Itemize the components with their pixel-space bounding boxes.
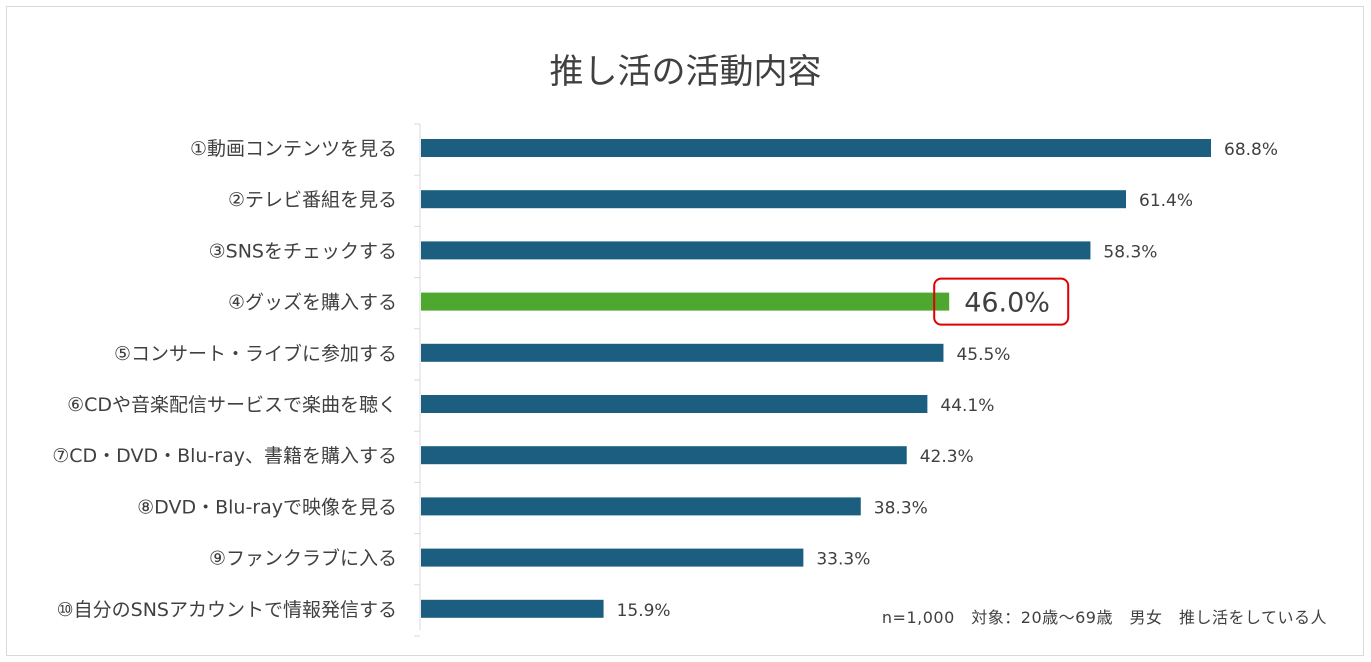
value-label: 45.5%	[956, 345, 1010, 365]
category-label: ⑧DVD・Blu-rayで映像を見る	[137, 496, 397, 518]
category-label: ⑥CDや音楽配信サービスで楽曲を聴く	[67, 394, 397, 416]
bar-highlighted	[421, 292, 950, 311]
bar	[421, 241, 1091, 260]
value-label: 42.3%	[920, 447, 974, 467]
category-label: ⑤コンサート・ライブに参加する	[114, 342, 397, 365]
bar	[421, 190, 1127, 209]
bar	[421, 497, 861, 516]
category-label: ②テレビ番組を見る	[228, 189, 397, 211]
value-label: 33.3%	[816, 550, 870, 570]
value-label: 44.1%	[940, 396, 994, 416]
category-label: ⑨ファンクラブに入る	[209, 547, 397, 570]
bar	[421, 343, 944, 362]
bar	[421, 599, 604, 618]
category-label: ⑦CD・DVD・Blu-ray、書籍を購入する	[52, 445, 397, 467]
value-label: 61.4%	[1139, 191, 1193, 211]
value-label: 58.3%	[1103, 242, 1157, 262]
sample-note: n=1,000 対象：20歳～69歳 男女 推し活をしている人	[881, 608, 1327, 627]
value-label: 38.3%	[874, 498, 928, 518]
bar	[421, 548, 804, 567]
bar	[421, 395, 928, 413]
category-label: ①動画コンテンツを見る	[190, 138, 397, 160]
highlight-box	[933, 277, 1070, 326]
chart-title: 推し活の活動内容	[549, 52, 822, 92]
category-label: ④グッズを購入する	[228, 292, 397, 314]
value-label-highlighted: 46.0%	[964, 288, 1050, 319]
category-label: ⑩自分のSNSアカウントで情報発信する	[57, 599, 397, 621]
chart-frame	[6, 6, 1364, 656]
bar	[421, 446, 907, 465]
bar	[421, 139, 1211, 157]
value-label: 68.8%	[1224, 140, 1278, 160]
value-label: 15.9%	[617, 601, 671, 621]
category-label: ③SNSをチェックする	[209, 240, 397, 262]
